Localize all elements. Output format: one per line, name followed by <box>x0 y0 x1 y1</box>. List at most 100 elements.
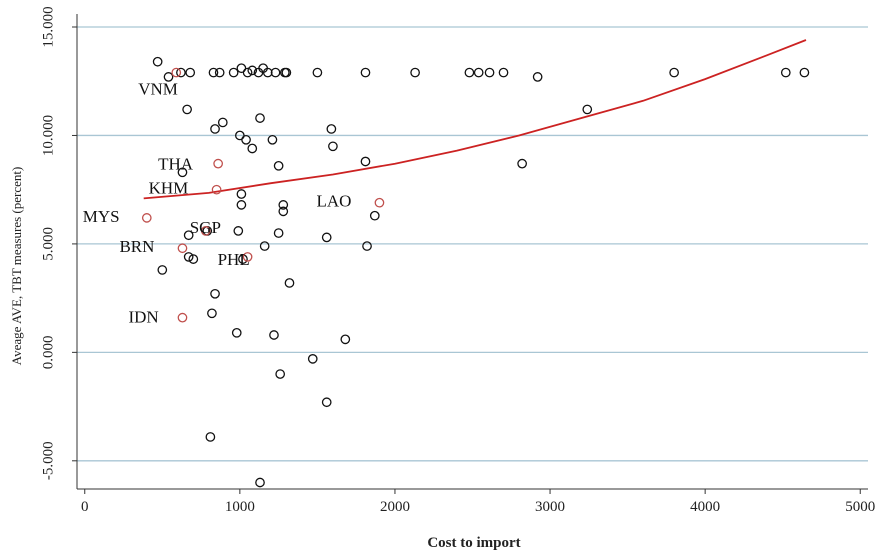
data-point <box>312 67 323 78</box>
y-tick-label: 15.000 <box>40 6 56 47</box>
data-point <box>464 67 475 78</box>
data-point <box>233 226 244 236</box>
data-point <box>273 228 284 238</box>
highlighted-point <box>177 312 188 323</box>
data-point <box>532 72 543 82</box>
data-point <box>255 477 265 488</box>
data-point <box>188 254 199 264</box>
y-tick-label: 5.000 <box>40 227 56 261</box>
highlighted-point <box>141 213 152 223</box>
data-point <box>369 210 380 221</box>
data-point <box>183 252 194 262</box>
data-point <box>182 104 192 115</box>
data-point <box>255 113 265 123</box>
data-point <box>177 167 188 178</box>
data-point <box>321 397 332 408</box>
data-point <box>360 156 371 167</box>
highlighted-point <box>171 67 182 78</box>
data-point <box>582 104 593 115</box>
data-point <box>236 189 247 199</box>
country-label-phl: PHL <box>218 250 250 269</box>
data-point <box>326 124 337 134</box>
country-label-mys: MYS <box>83 207 120 226</box>
data-point <box>241 134 251 145</box>
data-point <box>360 67 371 78</box>
x-tick-label: 5000 <box>845 499 875 515</box>
country-label-lao: LAO <box>316 192 351 211</box>
x-tick-label: 3000 <box>535 499 565 515</box>
data-point <box>238 254 248 264</box>
data-point <box>498 67 509 78</box>
data-point <box>328 141 338 152</box>
data-point <box>208 67 219 78</box>
axes: -5.000 0.000 5.000 10.000 15.000 0 1000 2000 300… <box>40 6 875 515</box>
data-point <box>163 72 174 82</box>
data-point <box>270 67 281 78</box>
data-point <box>278 206 289 217</box>
data-point <box>247 143 258 154</box>
highlighted-point <box>213 158 223 169</box>
highlighted-point <box>177 243 188 254</box>
data-point <box>242 67 253 78</box>
data-point <box>152 56 163 67</box>
highlighted-point <box>242 252 253 262</box>
country-label-vnm: VNM <box>138 79 178 98</box>
x-tick-label: 4000 <box>690 499 720 515</box>
highlighted-point <box>211 184 222 195</box>
highlighted-point <box>200 226 211 236</box>
data-point <box>231 327 242 338</box>
country-label-idn: IDN <box>128 308 158 327</box>
data-point <box>217 117 228 128</box>
fit-curve <box>143 39 807 200</box>
x-tick-label: 1000 <box>225 499 255 515</box>
data-point <box>210 288 220 299</box>
data-point <box>247 65 258 76</box>
data-point <box>228 67 239 78</box>
x-tick-label: 2000 <box>380 499 410 515</box>
country-label-brn: BRN <box>119 237 154 256</box>
data-point <box>205 432 216 442</box>
y-tick-label: -5.000 <box>40 441 56 480</box>
y-tick-label: 0.000 <box>40 335 56 369</box>
data-point <box>236 200 247 210</box>
data-point <box>799 67 810 78</box>
y-axis-title: Aveage AVE, TBT measures (percent) <box>9 167 24 366</box>
country-labels: VNM THA KHM LAO MYS SGP BRN PHL IDN <box>83 79 352 326</box>
highlighted-point <box>374 197 385 208</box>
country-label-sgp: SGP <box>190 218 221 237</box>
data-point <box>484 67 495 78</box>
data-point <box>183 230 194 241</box>
fit-line <box>143 39 807 200</box>
data-point <box>278 200 289 210</box>
data-point <box>176 67 186 78</box>
data-point <box>185 67 196 78</box>
data-point <box>259 241 270 251</box>
data-point <box>321 232 332 243</box>
data-point <box>517 158 527 169</box>
data-point <box>340 334 351 345</box>
data-point <box>269 330 279 340</box>
data-point <box>780 67 791 78</box>
data-point <box>473 67 484 78</box>
data-point <box>275 369 286 379</box>
x-axis-title: Cost to import <box>427 535 520 551</box>
data-point <box>210 124 220 134</box>
data-point <box>207 308 217 319</box>
data-point <box>267 134 278 145</box>
x-tick-label: 0 <box>81 499 89 515</box>
data-point <box>362 241 372 251</box>
gridlines <box>77 26 868 462</box>
data-point <box>307 354 318 364</box>
data-point <box>214 67 225 78</box>
data-point <box>281 67 292 78</box>
data-point <box>157 265 168 275</box>
data-points <box>141 56 810 488</box>
data-point <box>273 160 284 171</box>
data-point <box>284 278 295 288</box>
data-point <box>669 67 679 78</box>
data-point <box>410 67 420 78</box>
y-tick-label: 10.000 <box>40 115 56 156</box>
country-label-khm: KHM <box>149 179 189 198</box>
country-label-tha: THA <box>158 155 194 174</box>
